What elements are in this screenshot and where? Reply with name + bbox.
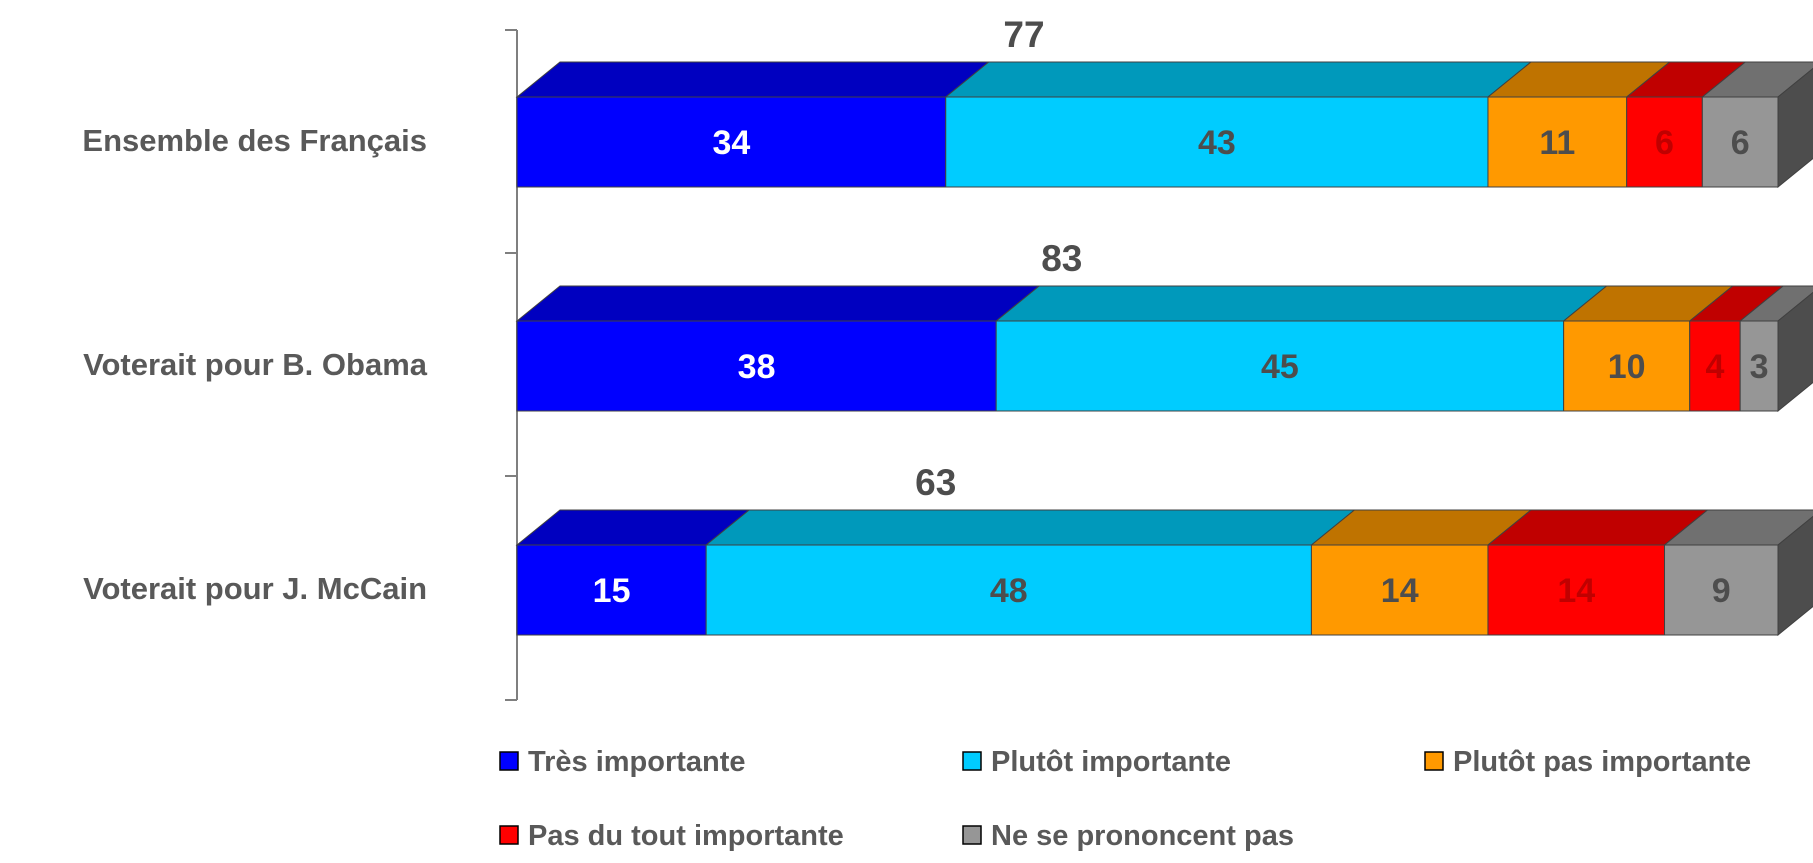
bar-segment-pas-du-tout-importante — [1487, 544, 1666, 636]
data-label: 48 — [990, 572, 1028, 610]
data-label: 6 — [1731, 124, 1750, 162]
data-label: 34 — [712, 124, 750, 162]
bar-segment-pas-du-tout-importante — [1689, 320, 1741, 412]
bar-groups: 34 43 11 6 6 77 38 45 10 4 3 83 15 48 14 14 9 63 — [515, 14, 1813, 637]
bar-side-face — [1777, 291, 1813, 413]
bar-side-face — [1777, 67, 1813, 189]
data-label: 10 — [1608, 348, 1646, 386]
legend-swatch — [962, 751, 982, 771]
data-label: 14 — [1381, 572, 1419, 610]
legend-item-pas-du-tout-importante: Pas du tout importante — [499, 820, 844, 852]
category-label: Voterait pour J. McCain — [83, 571, 427, 606]
bar-segment-plutot-pas-importante — [1563, 320, 1691, 412]
bar-segment-plutot-importante — [705, 544, 1312, 636]
legend-label: Ne se prononcent pas — [991, 820, 1294, 852]
bar-group-1: 34 43 11 6 6 77 — [515, 14, 1813, 189]
data-label: 11 — [1539, 124, 1575, 162]
category-axis — [505, 29, 518, 701]
total-label: 83 — [1041, 238, 1082, 279]
bar-segment-tres-importante — [516, 544, 707, 636]
bar-top-face-tres-importante — [515, 61, 991, 98]
legend-swatch — [499, 751, 519, 771]
legend-swatch — [962, 825, 982, 845]
legend-label: Plutôt pas importante — [1453, 746, 1751, 778]
data-label: 15 — [593, 572, 631, 610]
total-label: 77 — [1003, 14, 1044, 55]
bar-segment-ne-se-prononcent-pas — [1701, 96, 1779, 188]
category-label: Voterait pour B. Obama — [83, 347, 428, 382]
total-label: 63 — [915, 462, 956, 503]
data-label: 9 — [1712, 572, 1731, 610]
data-label: 43 — [1198, 124, 1236, 162]
bar-segment-ne-se-prononcent-pas — [1739, 320, 1779, 412]
category-label: Ensemble des Français — [82, 123, 427, 158]
data-label: 38 — [738, 348, 776, 386]
bar-segment-plutot-pas-importante — [1310, 544, 1489, 636]
bar-segment-plutot-importante — [945, 96, 1489, 188]
category-labels: Ensemble des Français Voterait pour B. Ob… — [82, 123, 427, 606]
bar-top-face-tres-importante — [515, 285, 1041, 322]
data-label: 14 — [1557, 572, 1595, 610]
data-label: 6 — [1655, 124, 1674, 162]
data-label: 45 — [1261, 348, 1299, 386]
legend-label: Très importante — [528, 746, 746, 778]
bar-side-face — [1777, 515, 1813, 637]
legend-swatch — [499, 825, 519, 845]
legend-swatch — [1424, 751, 1444, 771]
bar-segment-plutot-importante — [995, 320, 1565, 412]
legend-item-tres-importante: Très importante — [499, 746, 746, 778]
bar-top-face-plutot-importante — [944, 61, 1533, 98]
bar-segment-ne-se-prononcent-pas — [1664, 544, 1779, 636]
bar-top-face-plutot-importante — [994, 285, 1609, 322]
data-label: 4 — [1705, 348, 1724, 386]
legend-label: Pas du tout importante — [528, 820, 844, 852]
legend: Très importante Plutôt importante Plutôt p… — [499, 746, 1751, 852]
legend-item-ne-se-prononcent-pas: Ne se prononcent pas — [962, 820, 1294, 852]
bar-top-face-plutot-importante — [704, 509, 1356, 546]
bar-group-3: 15 48 14 14 9 63 — [515, 462, 1813, 637]
legend-item-plutot-importante: Plutôt importante — [962, 746, 1231, 778]
bar-segment-tres-importante — [516, 320, 997, 412]
data-label: 3 — [1750, 348, 1769, 386]
bar-segment-tres-importante — [516, 96, 947, 188]
legend-label: Plutôt importante — [991, 746, 1231, 778]
bar-segment-pas-du-tout-importante — [1626, 96, 1703, 188]
bar-segment-plutot-pas-importante — [1487, 96, 1628, 188]
bar-group-2: 38 45 10 4 3 83 — [515, 238, 1813, 413]
legend-item-plutot-pas-importante: Plutôt pas importante — [1424, 746, 1751, 778]
